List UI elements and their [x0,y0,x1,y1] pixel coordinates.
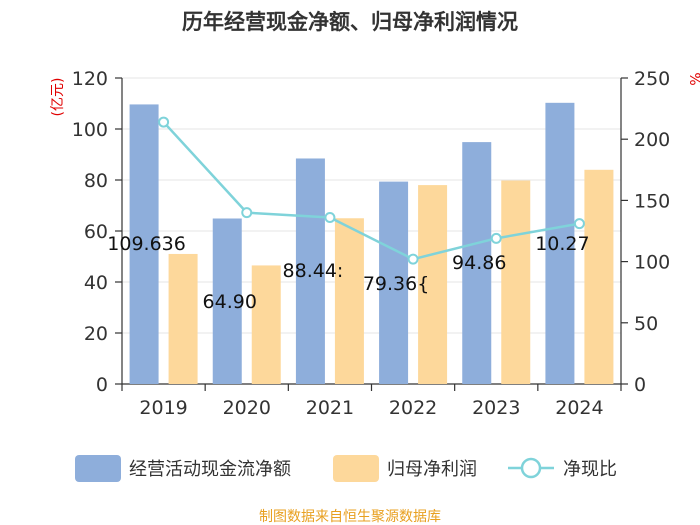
y-left-unit: (亿元) [50,78,66,117]
data-labels: 109.636 64.90 88.44: 79.36{ 94.86 10.27 [107,233,589,313]
legend-item-ratio[interactable]: 净现比 [508,457,617,480]
bar-cashflow [295,158,325,384]
ratio-line-path [162,121,580,261]
legend-swatch-cashflow [75,455,121,482]
bar-netprofit [168,253,198,384]
bar-cashflow [545,102,575,385]
bar-netprofit [501,180,531,384]
chart-title: 历年经营现金净额、归母净利润情况 [182,10,518,34]
bar-netprofit [251,265,281,384]
x-tick-label: 2022 [389,397,437,419]
y-left-tick-label: 80 [84,170,108,192]
y-left-tick-label: 120 [72,68,108,90]
grid-lines [122,77,621,334]
y-right-tick-label: 200 [634,129,670,151]
bar-netprofit [418,185,448,384]
data-label-cashflow: 10.27 [535,233,589,255]
ratio-point [158,116,170,128]
y-right-tick-label: 250 [634,68,670,90]
bar-netprofit [334,218,364,384]
ratio-line [158,116,585,265]
bar-cashflow [462,142,492,384]
source-note: 制图数据来自恒生聚源数据库 [259,509,441,525]
ratio-point [573,218,585,230]
legend-label-cashflow: 经营活动现金流净额 [129,459,291,480]
x-tick-label: 2023 [472,397,520,419]
x-tick-label: 2024 [555,397,603,419]
bars [129,102,614,385]
ratio-point [407,253,419,265]
ratio-point [324,212,336,224]
data-label-cashflow: 79.36{ [363,273,429,295]
legend-swatch-netprofit [333,455,379,482]
y-left-tick-label: 100 [72,119,108,141]
y-right-tick-label: 0 [634,374,646,396]
legend-item-netprofit[interactable]: 归母净利润 [333,455,477,482]
y-right-tick-label: 50 [634,313,658,335]
legend-label-ratio: 净现比 [563,459,617,480]
ratio-point [490,232,502,244]
x-tick-label: 2020 [223,397,271,419]
legend: 经营活动现金流净额 归母净利润 净现比 [75,455,617,482]
y-left-tick-label: 0 [96,374,108,396]
data-label-cashflow: 94.86 [452,252,506,274]
x-tick-label: 2019 [139,397,187,419]
legend-item-cashflow[interactable]: 经营活动现金流净额 [75,455,291,482]
y-right-tick-label: 100 [634,252,670,274]
legend-swatch-ratio-marker [520,457,542,479]
y-left-tick-label: 20 [84,323,108,345]
axes: 0 20 40 60 80 100 120 0 50 100 150 200 250 2019 2020 20… [72,68,671,419]
y-right-unit: % [686,72,700,85]
bar-netprofit [584,169,614,384]
bar-cashflow [129,104,159,385]
x-tick-label: 2021 [306,397,354,419]
y-right-tick-label: 150 [634,190,670,212]
data-label-cashflow: 88.44: [283,260,344,282]
data-label-cashflow: 109.636 [107,233,186,255]
data-label-cashflow: 64.90 [203,291,257,313]
legend-label-netprofit: 归母净利润 [387,459,477,480]
y-left-tick-label: 60 [84,221,108,243]
bar-cashflow [379,181,409,384]
bar-cashflow [212,218,242,384]
y-left-tick-label: 40 [84,272,108,294]
ratio-point [241,207,253,219]
